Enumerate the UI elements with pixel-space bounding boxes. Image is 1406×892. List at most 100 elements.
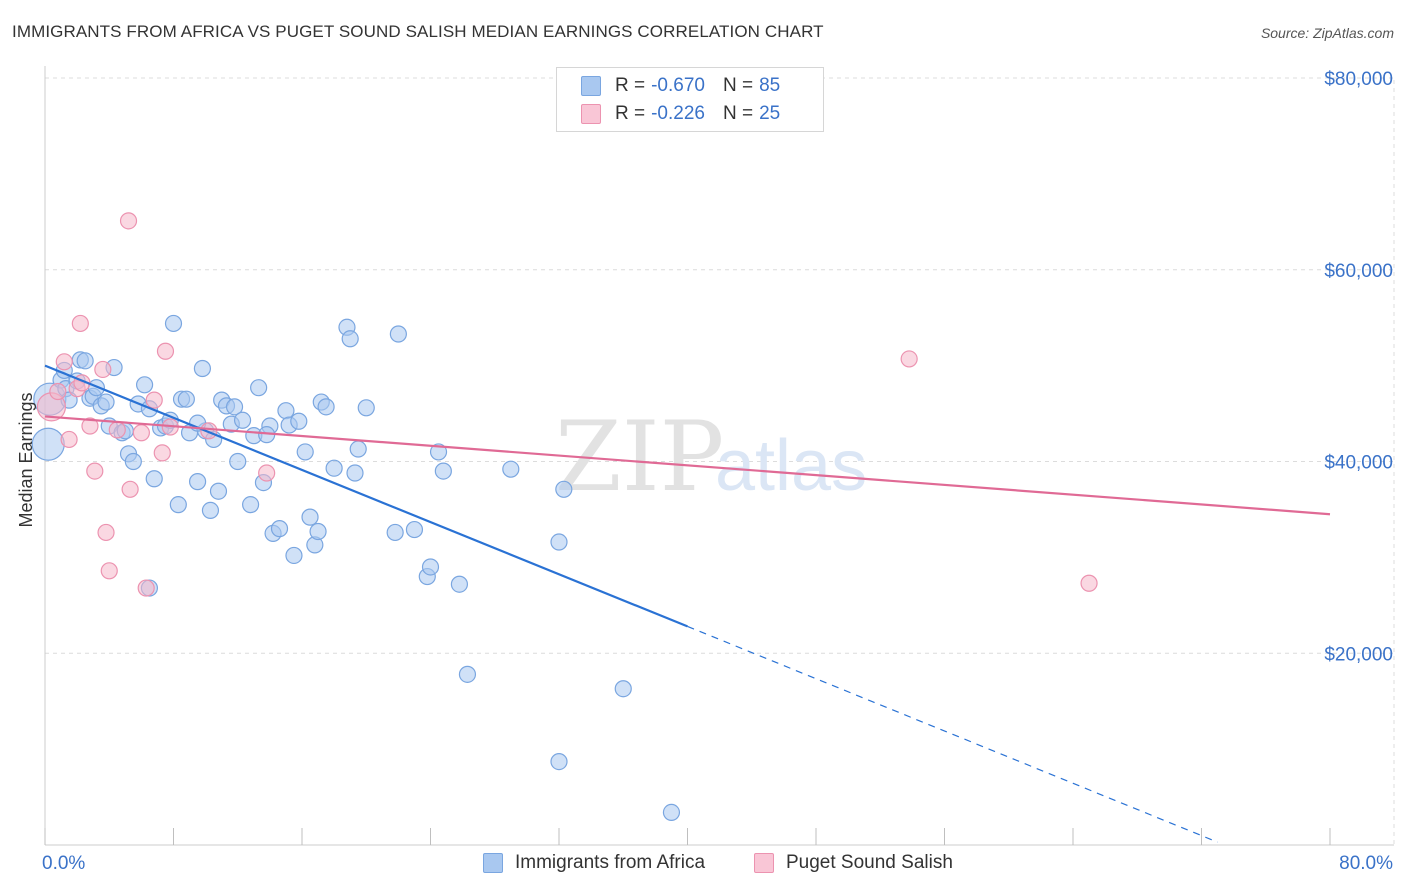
africa-r-value: -0.670 xyxy=(651,75,705,96)
africa-point xyxy=(201,501,220,519)
africa-point xyxy=(233,411,252,429)
salish-point xyxy=(55,353,73,371)
bottom-africa-swatch xyxy=(483,853,503,873)
correlation-legend: R = -0.670 N = 85 R = -0.226 N = 25 xyxy=(556,67,824,132)
bottom-legend-salish: Puget Sound Salish xyxy=(754,852,953,874)
africa-point xyxy=(502,460,520,478)
africa-point xyxy=(135,376,154,394)
salish-point xyxy=(100,562,118,580)
africa-point xyxy=(124,452,142,471)
y-tick-label: $60,000 xyxy=(1324,261,1393,282)
africa-point xyxy=(188,473,207,491)
salish-point xyxy=(137,579,155,597)
africa-point xyxy=(341,330,359,348)
africa-n-label: N = xyxy=(722,75,754,96)
africa-point xyxy=(550,752,568,771)
africa-point xyxy=(31,427,65,461)
x-tick-label-min: 0.0% xyxy=(42,853,85,874)
africa-point xyxy=(296,443,314,461)
africa-point xyxy=(349,440,367,458)
salish-n-value: 25 xyxy=(759,103,781,124)
bottom-salish-swatch xyxy=(754,853,774,873)
y-tick-label: $20,000 xyxy=(1324,644,1393,665)
chart-title: IMMIGRANTS FROM AFRICA VS PUGET SOUND SA… xyxy=(12,22,824,41)
salish-point xyxy=(108,421,126,439)
salish-point xyxy=(60,430,78,449)
salish-point xyxy=(145,391,163,409)
africa-point xyxy=(325,459,343,477)
salish-point xyxy=(1080,574,1098,592)
africa-point xyxy=(389,325,407,343)
africa-trend-extension xyxy=(687,625,1218,843)
africa-point xyxy=(242,496,260,514)
africa-n-value: 85 xyxy=(759,75,781,96)
points-layer xyxy=(31,212,1098,822)
watermark: ZIP atlas xyxy=(555,401,867,513)
africa-point xyxy=(97,393,115,411)
africa-trend-line xyxy=(44,364,688,628)
africa-point xyxy=(145,470,163,488)
africa-point xyxy=(285,546,303,565)
legend-row-salish: R = -0.226 N = 25 xyxy=(581,102,780,126)
salish-swatch xyxy=(581,104,601,124)
africa-point xyxy=(164,314,183,333)
watermark-atlas: atlas xyxy=(715,426,867,506)
africa-point xyxy=(317,398,335,416)
africa-point xyxy=(429,443,448,461)
salish-point xyxy=(119,212,138,230)
africa-point xyxy=(169,496,187,514)
africa-point xyxy=(76,352,94,370)
africa-point xyxy=(450,575,469,593)
africa-point xyxy=(290,412,308,430)
salish-point xyxy=(153,444,171,462)
salish-point xyxy=(132,424,150,442)
africa-point xyxy=(458,665,477,683)
africa-point xyxy=(301,508,319,526)
y-tick-label: $40,000 xyxy=(1324,453,1393,474)
salish-r-label: R = xyxy=(615,103,646,124)
salish-point xyxy=(71,314,89,333)
bottom-legend-africa: Immigrants from Africa xyxy=(483,852,705,874)
salish-point xyxy=(94,360,112,379)
africa-point xyxy=(421,558,440,576)
y-tick-label: $80,000 xyxy=(1324,69,1393,90)
africa-point xyxy=(177,390,195,408)
trend-layer xyxy=(44,364,1331,843)
salish-n-label: N = xyxy=(722,103,754,124)
africa-point xyxy=(614,680,632,698)
africa-point xyxy=(346,464,364,482)
x-tick-label-max: 80.0% xyxy=(1339,853,1393,874)
africa-point xyxy=(193,359,212,378)
africa-r-label: R = xyxy=(615,75,646,96)
salish-point xyxy=(49,382,67,401)
africa-point xyxy=(550,533,568,551)
salish-point xyxy=(156,342,175,360)
salish-point xyxy=(258,464,276,482)
africa-point xyxy=(250,379,268,397)
africa-point xyxy=(555,480,573,498)
africa-point xyxy=(225,398,244,416)
legend-row-africa: R = -0.670 N = 85 xyxy=(581,74,780,98)
africa-point xyxy=(229,452,247,471)
africa-point xyxy=(309,522,327,541)
salish-point xyxy=(121,480,139,498)
bottom-africa-label: Immigrants from Africa xyxy=(515,852,706,873)
africa-point xyxy=(405,520,424,539)
bottom-salish-label: Puget Sound Salish xyxy=(786,852,953,873)
salish-point xyxy=(97,523,115,542)
salish-point xyxy=(900,350,918,368)
africa-point xyxy=(270,520,289,538)
y-axis-title: Median Earnings xyxy=(16,392,36,527)
source-credit: Source: ZipAtlas.com xyxy=(1260,25,1394,41)
label-layer: $20,000 $40,000 $60,000 $80,000 0.0% 80.0% Med… xyxy=(16,69,1393,874)
africa-point xyxy=(209,482,228,500)
africa-point xyxy=(277,402,295,420)
africa-point xyxy=(386,523,404,542)
africa-point xyxy=(662,803,681,822)
africa-swatch xyxy=(581,76,601,96)
africa-point xyxy=(434,462,452,480)
salish-r-value: -0.226 xyxy=(651,103,705,124)
salish-point xyxy=(81,417,99,435)
africa-point xyxy=(357,399,375,417)
